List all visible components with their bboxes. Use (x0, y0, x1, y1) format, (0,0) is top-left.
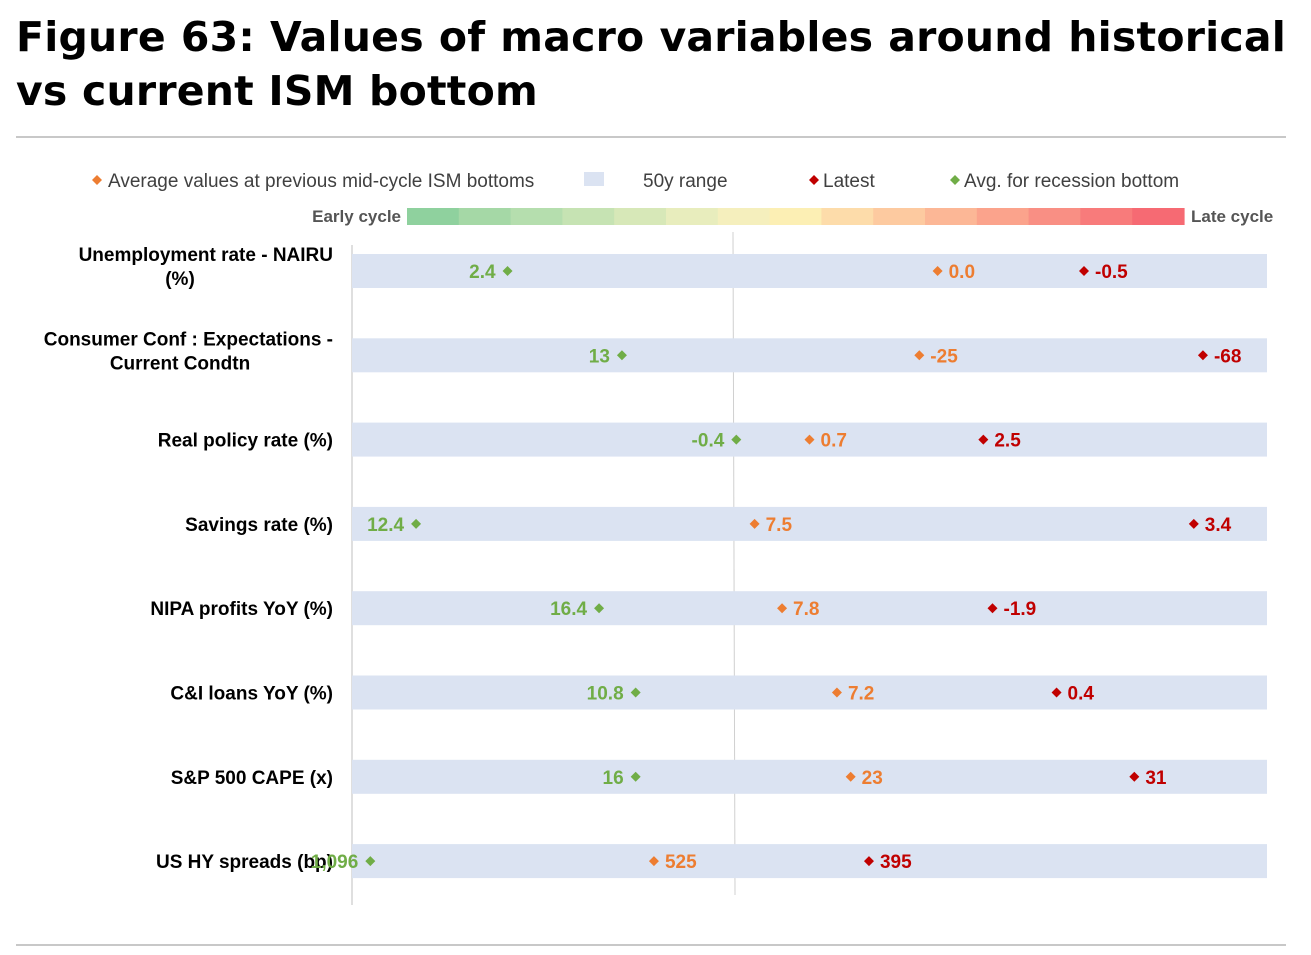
legend-label-latest: Latest (823, 171, 875, 192)
legend-marker-recession (950, 175, 960, 185)
average-value-label: 0.7 (821, 431, 847, 452)
latest-marker (978, 434, 989, 445)
row-label: NIPA profits YoY (%) (150, 599, 333, 620)
midpoint-reference-line (732, 231, 736, 896)
latest-value-label: 3.4 (1205, 515, 1232, 536)
latest-value-label: 0.4 (1068, 684, 1095, 705)
recession-value-label: 2.4 (469, 262, 496, 283)
cycle-gradient-segment (769, 208, 822, 225)
cycle-gradient-segment (562, 208, 615, 225)
cycle-gradient-segment (1080, 208, 1133, 225)
cycle-gradient-segment (666, 208, 719, 225)
legend-swatch-range (584, 172, 604, 186)
early-cycle-label: Early cycle (312, 207, 401, 226)
row-label: C&I loans YoY (%) (170, 684, 333, 705)
cycle-gradient-segment (510, 208, 563, 225)
recession-value-label: 12.4 (367, 515, 404, 536)
recession-value-label: 16 (603, 768, 624, 789)
average-value-label: 525 (665, 852, 697, 873)
figure-title: Figure 63: Values of macro variables aro… (16, 13, 1286, 115)
cycle-gradient-segment (1132, 208, 1185, 225)
latest-value-label: 395 (880, 852, 912, 873)
range-band (352, 338, 1267, 373)
range-band (352, 844, 1267, 879)
average-marker (845, 771, 856, 782)
row-label: US HY spreads (bp) (156, 852, 333, 873)
latest-value-label: -1.9 (1004, 599, 1037, 620)
cycle-gradient-segment (925, 208, 978, 225)
row-label: Consumer Conf : Expectations - (44, 329, 333, 350)
range-band (352, 506, 1267, 541)
cycle-gradient-segment (614, 208, 667, 225)
latest-marker (1188, 518, 1199, 529)
row-label: (%) (165, 269, 195, 290)
cycle-gradient-segment (976, 208, 1030, 225)
cycle-gradient-segment (407, 208, 460, 225)
legend-label-average: Average values at previous mid-cycle ISM… (108, 171, 534, 192)
top-divider (16, 136, 1286, 138)
latest-marker (1079, 266, 1089, 276)
average-marker (932, 266, 943, 276)
recession-marker (411, 518, 422, 529)
cycle-gradient-segment (717, 208, 771, 225)
latest-value-label: -68 (1214, 346, 1241, 367)
legend-label-range: 50y range (643, 171, 728, 192)
average-marker (831, 687, 842, 698)
row-label: Unemployment rate - NAIRU (79, 245, 333, 266)
average-marker (914, 350, 925, 361)
recession-value-label: 1,096 (311, 852, 359, 873)
latest-value-label: 2.5 (994, 431, 1021, 452)
recession-marker (502, 266, 513, 276)
range-band (352, 591, 1267, 626)
cycle-gradient-segment (458, 208, 512, 225)
latest-marker (1051, 687, 1062, 698)
bottom-divider (16, 944, 1286, 946)
range-band (352, 675, 1267, 710)
recession-value-label: 16.4 (550, 599, 587, 620)
recession-marker (594, 603, 605, 614)
recession-marker (365, 856, 376, 867)
row-label: Real policy rate (%) (158, 431, 333, 452)
legend-label-recession: Avg. for recession bottom (964, 171, 1179, 192)
latest-value-label: -0.5 (1095, 262, 1128, 283)
average-value-label: 23 (862, 768, 883, 789)
recession-marker (731, 434, 742, 445)
recession-marker (630, 771, 641, 782)
recession-value-label: -0.4 (692, 431, 725, 452)
legend-marker-average (92, 175, 102, 185)
latest-marker (863, 856, 874, 867)
late-cycle-label: Late cycle (1191, 207, 1273, 226)
average-value-label: -25 (930, 346, 958, 367)
dot-range-chart: Average values at previous mid-cycle ISM… (44, 171, 1273, 905)
latest-marker (1197, 350, 1208, 361)
average-marker (749, 518, 760, 529)
range-band (352, 759, 1267, 794)
legend-marker-latest (809, 175, 819, 185)
row-label: Savings rate (%) (185, 515, 333, 536)
average-marker (648, 856, 659, 867)
average-value-label: 7.8 (793, 599, 819, 620)
cycle-gradient-segment (821, 208, 874, 225)
average-value-label: 7.2 (848, 684, 874, 705)
average-value-label: 7.5 (766, 515, 793, 536)
average-marker (804, 434, 815, 445)
latest-marker (1129, 771, 1140, 782)
recession-value-label: 13 (589, 346, 610, 367)
cycle-gradient-segment (873, 208, 926, 225)
average-value-label: 0.0 (949, 262, 975, 283)
cycle-gradient-segment (1028, 208, 1081, 225)
recession-marker (616, 350, 627, 361)
row-label: S&P 500 CAPE (x) (171, 768, 333, 789)
latest-marker (987, 603, 998, 614)
latest-value-label: 31 (1145, 768, 1167, 789)
recession-value-label: 10.8 (587, 684, 624, 705)
recession-marker (630, 687, 641, 698)
row-label: Current Condtn (110, 353, 250, 374)
average-marker (777, 603, 788, 614)
